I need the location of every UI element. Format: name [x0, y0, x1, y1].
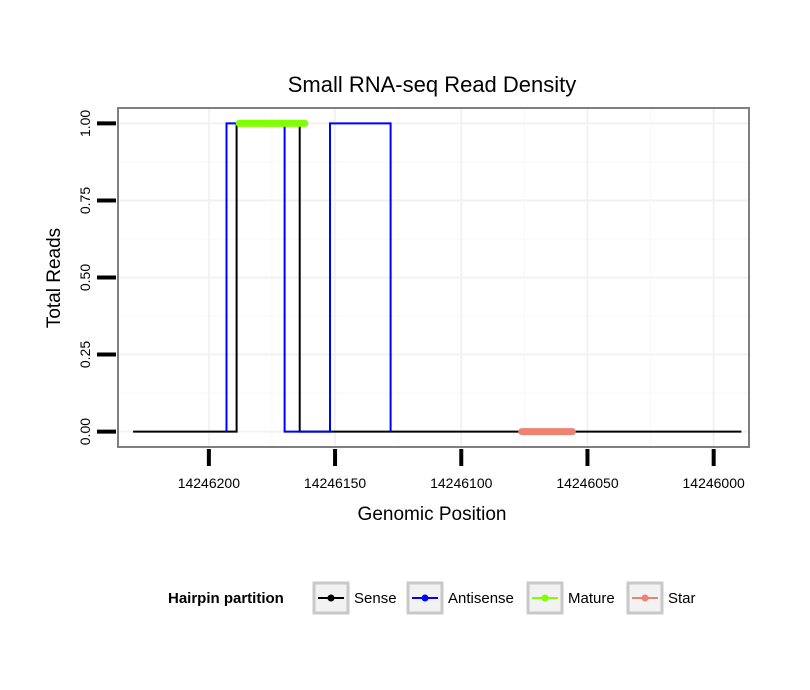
chart-title: Small RNA-seq Read Density — [288, 72, 577, 97]
legend: Hairpin partition Sense Antisense Mature St… — [168, 581, 696, 615]
y-tick-label: 0.50 — [77, 264, 93, 291]
y-axis: 0.00 0.25 0.50 0.75 1.00 — [77, 110, 116, 445]
legend-items: Sense Antisense Mature Star — [312, 581, 696, 615]
x-axis: 14246200 14246150 14246100 14246050 14246000 — [178, 449, 745, 491]
legend-item-antisense: Antisense — [406, 581, 514, 615]
x-tick-label: 14246200 — [178, 475, 241, 491]
series-layer — [133, 119, 742, 436]
legend-key-point — [327, 594, 335, 602]
y-tick-label: 1.00 — [77, 110, 93, 137]
legend-item-sense: Sense — [312, 581, 397, 615]
legend-item-star: Star — [626, 581, 696, 615]
grid-layer — [118, 108, 749, 447]
legend-title: Hairpin partition — [168, 590, 284, 607]
y-tick-label: 0.75 — [77, 187, 93, 214]
x-tick-label: 14246050 — [556, 475, 619, 491]
y-tick-label: 0.00 — [77, 418, 93, 445]
legend-key-point — [541, 594, 549, 602]
plot-border — [117, 107, 750, 448]
y-axis-title: Total Reads — [44, 228, 65, 328]
legend-label: Sense — [354, 590, 397, 607]
x-tick-label: 14246000 — [683, 475, 746, 491]
y-tick-label: 0.25 — [77, 341, 93, 368]
legend-label: Mature — [568, 590, 615, 607]
x-axis-title: Genomic Position — [358, 504, 507, 525]
legend-label: Star — [668, 590, 696, 607]
x-tick-label: 14246100 — [430, 475, 493, 491]
x-tick-label: 14246150 — [304, 475, 367, 491]
legend-item-mature: Mature — [526, 581, 615, 615]
legend-key-point — [421, 594, 429, 602]
legend-label: Antisense — [448, 590, 514, 607]
legend-key-point — [641, 594, 649, 602]
